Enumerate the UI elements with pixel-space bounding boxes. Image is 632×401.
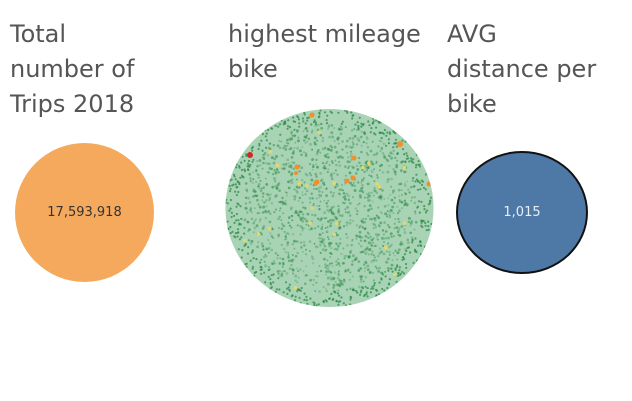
trips-title-line-3: Trips 2018 — [10, 90, 135, 118]
mileage-bubble-dots — [225, 109, 433, 307]
mileage-title-line-2: bike — [228, 55, 278, 83]
mileage-packed-bubble[interactable] — [223, 107, 436, 309]
trips-kpi-value: 17,593,918 — [47, 205, 122, 220]
avg-title-line-1: AVG — [447, 20, 497, 48]
mileage-bubble-base — [225, 109, 434, 307]
trips-title-line-2: number of — [10, 55, 135, 83]
avg-title-line-2: distance per — [447, 55, 597, 83]
trips-title-line-1: Total — [10, 20, 67, 48]
avg-kpi-value: 1,015 — [503, 205, 541, 220]
mileage-title: highest mileage bike — [228, 17, 438, 87]
avg-title-line-3: bike — [447, 90, 497, 118]
mileage-title-line-1: highest mileage — [228, 20, 421, 48]
trips-title: Total number of Trips 2018 — [10, 17, 200, 122]
avg-kpi-circle[interactable]: 1,015 — [456, 151, 588, 274]
trips-kpi-circle[interactable]: 17,593,918 — [15, 143, 154, 282]
avg-title: AVG distance per bike — [447, 17, 622, 122]
